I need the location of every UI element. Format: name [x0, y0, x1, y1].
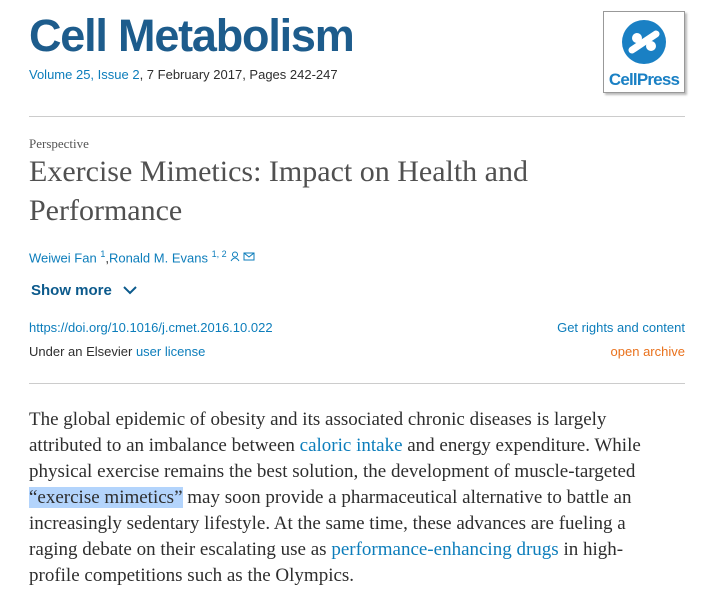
logo-icon — [622, 20, 666, 64]
author-name[interactable]: Ronald M. Evans — [108, 250, 208, 266]
author-name[interactable]: Weiwei Fan — [29, 250, 97, 266]
show-more-label[interactable]: Show more — [31, 282, 112, 299]
abstract-text: may soon provide a pharmaceutical altern… — [29, 487, 632, 560]
open-archive: open archive — [610, 344, 685, 359]
cellpress-logo[interactable]: CellPress — [603, 11, 685, 93]
citation: Volume 25, Issue 2, 7 February 2017, Pag… — [29, 67, 338, 82]
article-title: Exercise Mimetics: Impact on Health and … — [29, 155, 528, 227]
authors: Weiwei Fan 1,Ronald M. Evans 1, 2 — [29, 249, 258, 265]
abstract-text: The global epidemic of obesity and its a… — [29, 409, 607, 456]
abstract-link[interactable]: performance-enhancing drugs — [331, 539, 559, 560]
show-more[interactable]: Show more — [31, 282, 138, 299]
article-type: Perspective — [29, 136, 89, 151]
rights-link[interactable]: Get rights and content — [557, 320, 685, 335]
divider — [29, 383, 685, 384]
license: Under an Elsevier user license — [29, 344, 205, 359]
highlighted-text: “exercise mimetics” — [29, 487, 183, 508]
abstract: The global epidemic of obesity and its a… — [29, 407, 669, 589]
license-prefix: Under an Elsevier — [29, 344, 133, 359]
license-link[interactable]: user license — [135, 344, 206, 359]
abstract-link[interactable]: caloric intake — [299, 435, 403, 456]
chevron — [123, 286, 137, 295]
journal-title[interactable]: Cell Metabolism — [29, 10, 355, 61]
abstract-text: in high-profile competitions such as the… — [29, 539, 624, 586]
divider — [29, 116, 685, 117]
abstract-text: and energy expenditure. While physical e… — [29, 435, 641, 482]
citation-details: , 7 February 2017, Pages 242-247 — [139, 67, 338, 82]
logo-text: CellPress — [608, 70, 680, 89]
doi-link[interactable]: https://doi.org/10.1016/j.cmet.2016.10.0… — [29, 320, 273, 335]
author-affiliation[interactable]: 1 — [100, 249, 106, 259]
author-separator: , — [105, 250, 109, 266]
author-icons[interactable] — [230, 251, 258, 262]
volume-link[interactable]: Volume 25, Issue 2 — [29, 67, 140, 82]
author-affiliation[interactable]: 1, 2 — [211, 249, 227, 259]
